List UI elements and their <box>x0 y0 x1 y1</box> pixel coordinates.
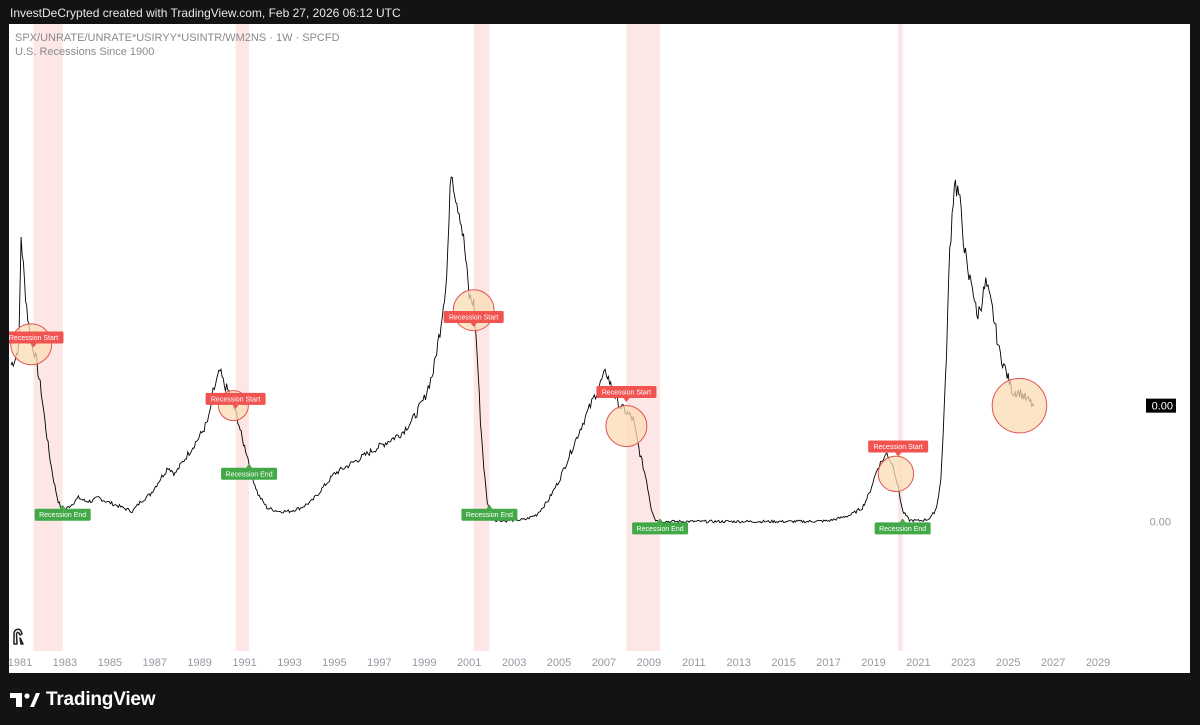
time-tick-label: 1991 <box>232 657 256 669</box>
recession-start-tag[interactable]: Recession Start <box>443 311 504 328</box>
tag-label: Recession Start <box>873 444 922 451</box>
highlight-circles <box>10 289 1048 493</box>
tag-label: Recession Start <box>211 396 260 403</box>
tag-box <box>868 440 929 453</box>
recession-end-tag[interactable]: Recession End <box>461 504 518 521</box>
recession-band <box>626 24 661 651</box>
tag-pointer <box>623 398 630 403</box>
tag-pointer <box>30 343 37 348</box>
tradingview-logo-icon[interactable] <box>13 628 24 645</box>
time-tick-label: 1999 <box>412 657 436 669</box>
tag-box <box>461 508 518 521</box>
time-tick-label: 2021 <box>906 657 930 669</box>
tag-pointer <box>895 452 902 457</box>
time-tick-label: 1981 <box>9 657 32 669</box>
time-tick-label: 2001 <box>457 657 481 669</box>
tag-pointer <box>59 504 66 509</box>
time-tick-label: 2027 <box>1041 657 1065 669</box>
price-axis: 0.00 0.00 <box>1146 398 1176 529</box>
price-tick-label: 0.00 <box>1150 517 1171 529</box>
time-tick-label: 1987 <box>143 657 167 669</box>
tag-label: Recession End <box>39 512 86 519</box>
recession-start-tag[interactable]: Recession Start <box>9 331 64 348</box>
tag-pointer <box>232 404 239 409</box>
tag-label: Recession End <box>879 526 926 533</box>
tag-label: Recession End <box>637 526 684 533</box>
highlight-circle <box>877 455 915 493</box>
symbol-legend[interactable]: SPX/UNRATE/UNRATE*USIRYY*USINTR/WM2NS · … <box>15 32 340 44</box>
tag-box <box>874 522 931 535</box>
time-tick-label: 2011 <box>682 657 706 669</box>
footer-brand[interactable]: TradingView <box>10 688 156 712</box>
time-tick-label: 2023 <box>951 657 975 669</box>
time-tick-label: 2003 <box>502 657 526 669</box>
recession-band <box>235 24 250 651</box>
time-tick-label: 2017 <box>816 657 840 669</box>
time-tick-label: 2025 <box>996 657 1020 669</box>
recession-bands <box>33 24 903 651</box>
recession-start-tag[interactable]: Recession Start <box>205 392 266 409</box>
chart-panel[interactable]: Recession Start Recession End Recession St… <box>9 24 1190 673</box>
tag-box <box>596 386 657 399</box>
tag-box <box>443 311 504 324</box>
plot-area <box>10 176 1035 524</box>
tag-box <box>9 331 64 344</box>
chart-caption: InvestDeCrypted created with TradingView… <box>10 6 401 20</box>
time-tick-label: 1983 <box>53 657 77 669</box>
recession-end-tag[interactable]: Recession End <box>221 463 278 480</box>
time-tick-label: 2019 <box>861 657 885 669</box>
tag-box <box>205 392 266 405</box>
tradingview-wordmark: TradingView <box>46 689 156 710</box>
recession-tags: Recession Start Recession End Recession St… <box>9 311 931 535</box>
time-axis: 1981 1983 1985 1987 1989 1991 1993 1995 1997 1999… <box>9 657 1110 669</box>
tag-pointer <box>657 518 664 523</box>
tag-label: Recession End <box>226 471 273 478</box>
tag-box <box>632 522 689 535</box>
series-line <box>10 176 1035 524</box>
recession-end-tag[interactable]: Recession End <box>632 518 689 535</box>
recession-start-tag[interactable]: Recession Start <box>596 386 657 403</box>
time-tick-label: 1993 <box>277 657 301 669</box>
time-tick-label: 2013 <box>726 657 750 669</box>
recession-band <box>898 24 903 651</box>
tag-box <box>34 508 91 521</box>
time-tick-label: 1989 <box>187 657 211 669</box>
tag-box <box>221 467 278 480</box>
time-tick-label: 1985 <box>98 657 122 669</box>
last-value-badge <box>1146 398 1176 413</box>
tag-pointer <box>246 463 253 468</box>
tag-pointer <box>486 504 493 509</box>
highlight-circle <box>605 405 648 448</box>
tag-label: Recession Start <box>602 390 651 397</box>
time-tick-label: 2007 <box>592 657 616 669</box>
tag-label: Recession End <box>466 512 513 519</box>
recession-start-tag[interactable]: Recession Start <box>868 440 929 457</box>
time-tick-label: 2015 <box>771 657 795 669</box>
time-tick-label: 2005 <box>547 657 571 669</box>
time-tick-label: 1995 <box>322 657 346 669</box>
recession-end-tag[interactable]: Recession End <box>34 504 91 521</box>
tag-pointer <box>899 518 906 523</box>
tag-label: Recession Start <box>9 335 58 342</box>
tag-pointer <box>470 323 477 328</box>
tradingview-mark-icon <box>10 693 40 707</box>
tag-label: Recession Start <box>449 315 498 322</box>
time-tick-label: 1997 <box>367 657 391 669</box>
highlight-circle <box>991 377 1048 434</box>
study-legend[interactable]: U.S. Recessions Since 1900 <box>15 46 155 58</box>
chart-svg[interactable]: Recession Start Recession End Recession St… <box>9 24 1190 673</box>
time-tick-label: 2009 <box>637 657 661 669</box>
recession-end-tag[interactable]: Recession End <box>874 518 931 535</box>
last-value-label: 0.00 <box>1152 401 1173 413</box>
time-tick-label: 2029 <box>1086 657 1110 669</box>
recession-band <box>473 24 490 651</box>
